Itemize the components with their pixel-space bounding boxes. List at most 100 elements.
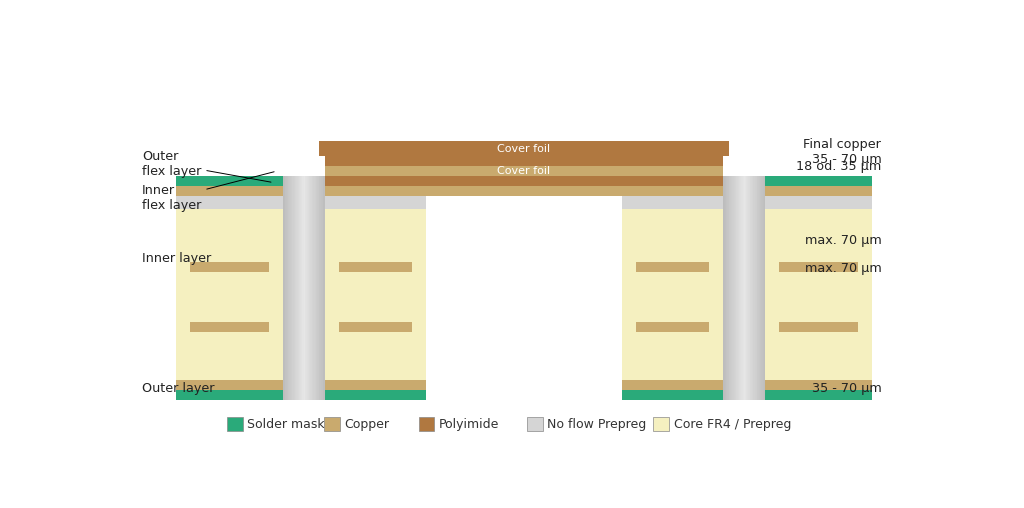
Bar bbox=[751, 176, 752, 400]
Bar bbox=[742, 176, 744, 400]
Bar bbox=[623, 209, 723, 380]
Bar bbox=[758, 176, 759, 400]
Bar bbox=[779, 262, 858, 272]
Bar bbox=[318, 141, 729, 156]
Bar bbox=[765, 176, 872, 186]
Bar bbox=[304, 176, 305, 400]
Bar bbox=[749, 176, 751, 400]
Bar bbox=[323, 176, 324, 400]
Bar bbox=[732, 176, 734, 400]
Bar bbox=[759, 176, 761, 400]
Bar bbox=[227, 418, 243, 431]
Bar bbox=[339, 322, 412, 332]
Bar bbox=[739, 176, 741, 400]
Bar bbox=[292, 176, 293, 400]
Bar bbox=[324, 418, 340, 431]
Bar bbox=[761, 176, 762, 400]
Bar bbox=[724, 176, 726, 400]
Text: 35 - 70 μm: 35 - 70 μm bbox=[812, 383, 882, 396]
Bar bbox=[325, 390, 426, 400]
Bar bbox=[311, 176, 312, 400]
Bar bbox=[284, 176, 286, 400]
Text: Outer layer: Outer layer bbox=[142, 383, 214, 396]
Bar bbox=[325, 167, 723, 176]
Bar bbox=[176, 209, 283, 380]
Bar bbox=[765, 380, 872, 390]
Text: max. 70 μm: max. 70 μm bbox=[805, 262, 882, 275]
Bar bbox=[745, 176, 748, 400]
Bar bbox=[295, 176, 297, 400]
Text: Cover foil: Cover foil bbox=[498, 166, 551, 176]
Bar bbox=[321, 176, 323, 400]
Bar bbox=[291, 176, 292, 400]
Bar bbox=[763, 176, 764, 400]
Bar bbox=[636, 322, 710, 332]
Bar bbox=[753, 176, 755, 400]
Text: Copper: Copper bbox=[344, 418, 389, 431]
Bar bbox=[299, 176, 301, 400]
Bar bbox=[176, 186, 872, 196]
Bar bbox=[305, 176, 307, 400]
Text: Final copper
35 - 70 μm: Final copper 35 - 70 μm bbox=[804, 138, 882, 166]
Bar bbox=[740, 176, 741, 400]
Bar bbox=[760, 176, 761, 400]
Bar bbox=[737, 176, 738, 400]
Bar bbox=[779, 322, 858, 332]
Bar bbox=[741, 176, 743, 400]
Bar bbox=[302, 176, 303, 400]
Bar bbox=[738, 176, 740, 400]
Bar bbox=[288, 176, 289, 400]
Bar bbox=[325, 209, 426, 380]
Bar bbox=[735, 176, 736, 400]
Bar bbox=[758, 176, 760, 400]
Bar bbox=[294, 176, 295, 400]
Text: 18 od. 35 μm: 18 od. 35 μm bbox=[796, 160, 882, 173]
Bar bbox=[765, 209, 872, 380]
Bar bbox=[748, 176, 750, 400]
Text: Inner layer: Inner layer bbox=[142, 251, 211, 265]
Bar bbox=[286, 176, 287, 400]
Bar bbox=[176, 176, 283, 186]
Bar bbox=[325, 196, 426, 209]
Bar bbox=[757, 176, 758, 400]
Bar bbox=[324, 176, 325, 400]
Bar bbox=[319, 176, 321, 400]
Bar bbox=[726, 176, 728, 400]
Bar bbox=[301, 176, 302, 400]
Bar bbox=[527, 418, 543, 431]
Bar bbox=[318, 176, 321, 400]
Bar bbox=[734, 176, 735, 400]
Bar bbox=[325, 380, 426, 390]
Bar bbox=[298, 176, 299, 400]
Bar bbox=[744, 176, 746, 400]
Bar bbox=[325, 156, 723, 167]
Bar bbox=[726, 176, 727, 400]
Bar bbox=[732, 176, 733, 400]
Text: Cover foil: Cover foil bbox=[498, 144, 551, 154]
Bar bbox=[729, 176, 730, 400]
Bar bbox=[735, 176, 737, 400]
Bar bbox=[744, 176, 745, 400]
Bar bbox=[751, 176, 753, 400]
Bar bbox=[746, 176, 748, 400]
Bar bbox=[292, 176, 294, 400]
Bar bbox=[308, 176, 309, 400]
Text: No flow Prepreg: No flow Prepreg bbox=[547, 418, 646, 431]
Bar bbox=[623, 390, 723, 400]
Text: max. 70 μm: max. 70 μm bbox=[805, 234, 882, 247]
Bar bbox=[297, 176, 299, 400]
Bar bbox=[307, 176, 308, 400]
Bar bbox=[723, 176, 725, 400]
Bar bbox=[308, 176, 310, 400]
Bar bbox=[741, 176, 742, 400]
Bar bbox=[765, 390, 872, 400]
Bar bbox=[736, 176, 738, 400]
Bar bbox=[290, 176, 292, 400]
Bar bbox=[287, 176, 289, 400]
Bar bbox=[309, 176, 311, 400]
Bar bbox=[761, 176, 763, 400]
Bar bbox=[176, 380, 283, 390]
Bar bbox=[299, 176, 300, 400]
Bar bbox=[295, 176, 296, 400]
Bar bbox=[190, 322, 269, 332]
